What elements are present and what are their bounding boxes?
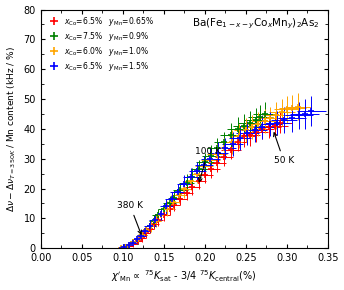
- Legend: $x_{\rm Co}$=6.5%   $y_{\rm Mn}$=0.65%, $x_{\rm Co}$=7.5%   $y_{\rm Mn}$=0.9%, $: $x_{\rm Co}$=6.5% $y_{\rm Mn}$=0.65%, $x…: [45, 13, 155, 74]
- X-axis label: $\chi'_{\rm Mn} \propto$ $^{75}K_{\rm sat}$ - 3/4 $^{75}K_{\rm central}$(%): $\chi'_{\rm Mn} \propto$ $^{75}K_{\rm sa…: [111, 269, 257, 284]
- Text: Ba(Fe$_{1-x-y}$Co$_x$Mn$_y$)$_2$As$_2$: Ba(Fe$_{1-x-y}$Co$_x$Mn$_y$)$_2$As$_2$: [192, 17, 319, 31]
- Text: 380 K: 380 K: [117, 201, 143, 234]
- Y-axis label: $\Delta\nu - \Delta\nu_{T=350K}$ / Mn content (kHz / %): $\Delta\nu - \Delta\nu_{T=350K}$ / Mn co…: [6, 46, 18, 212]
- Text: 50 K: 50 K: [273, 133, 294, 165]
- Text: 100 K: 100 K: [195, 147, 221, 182]
